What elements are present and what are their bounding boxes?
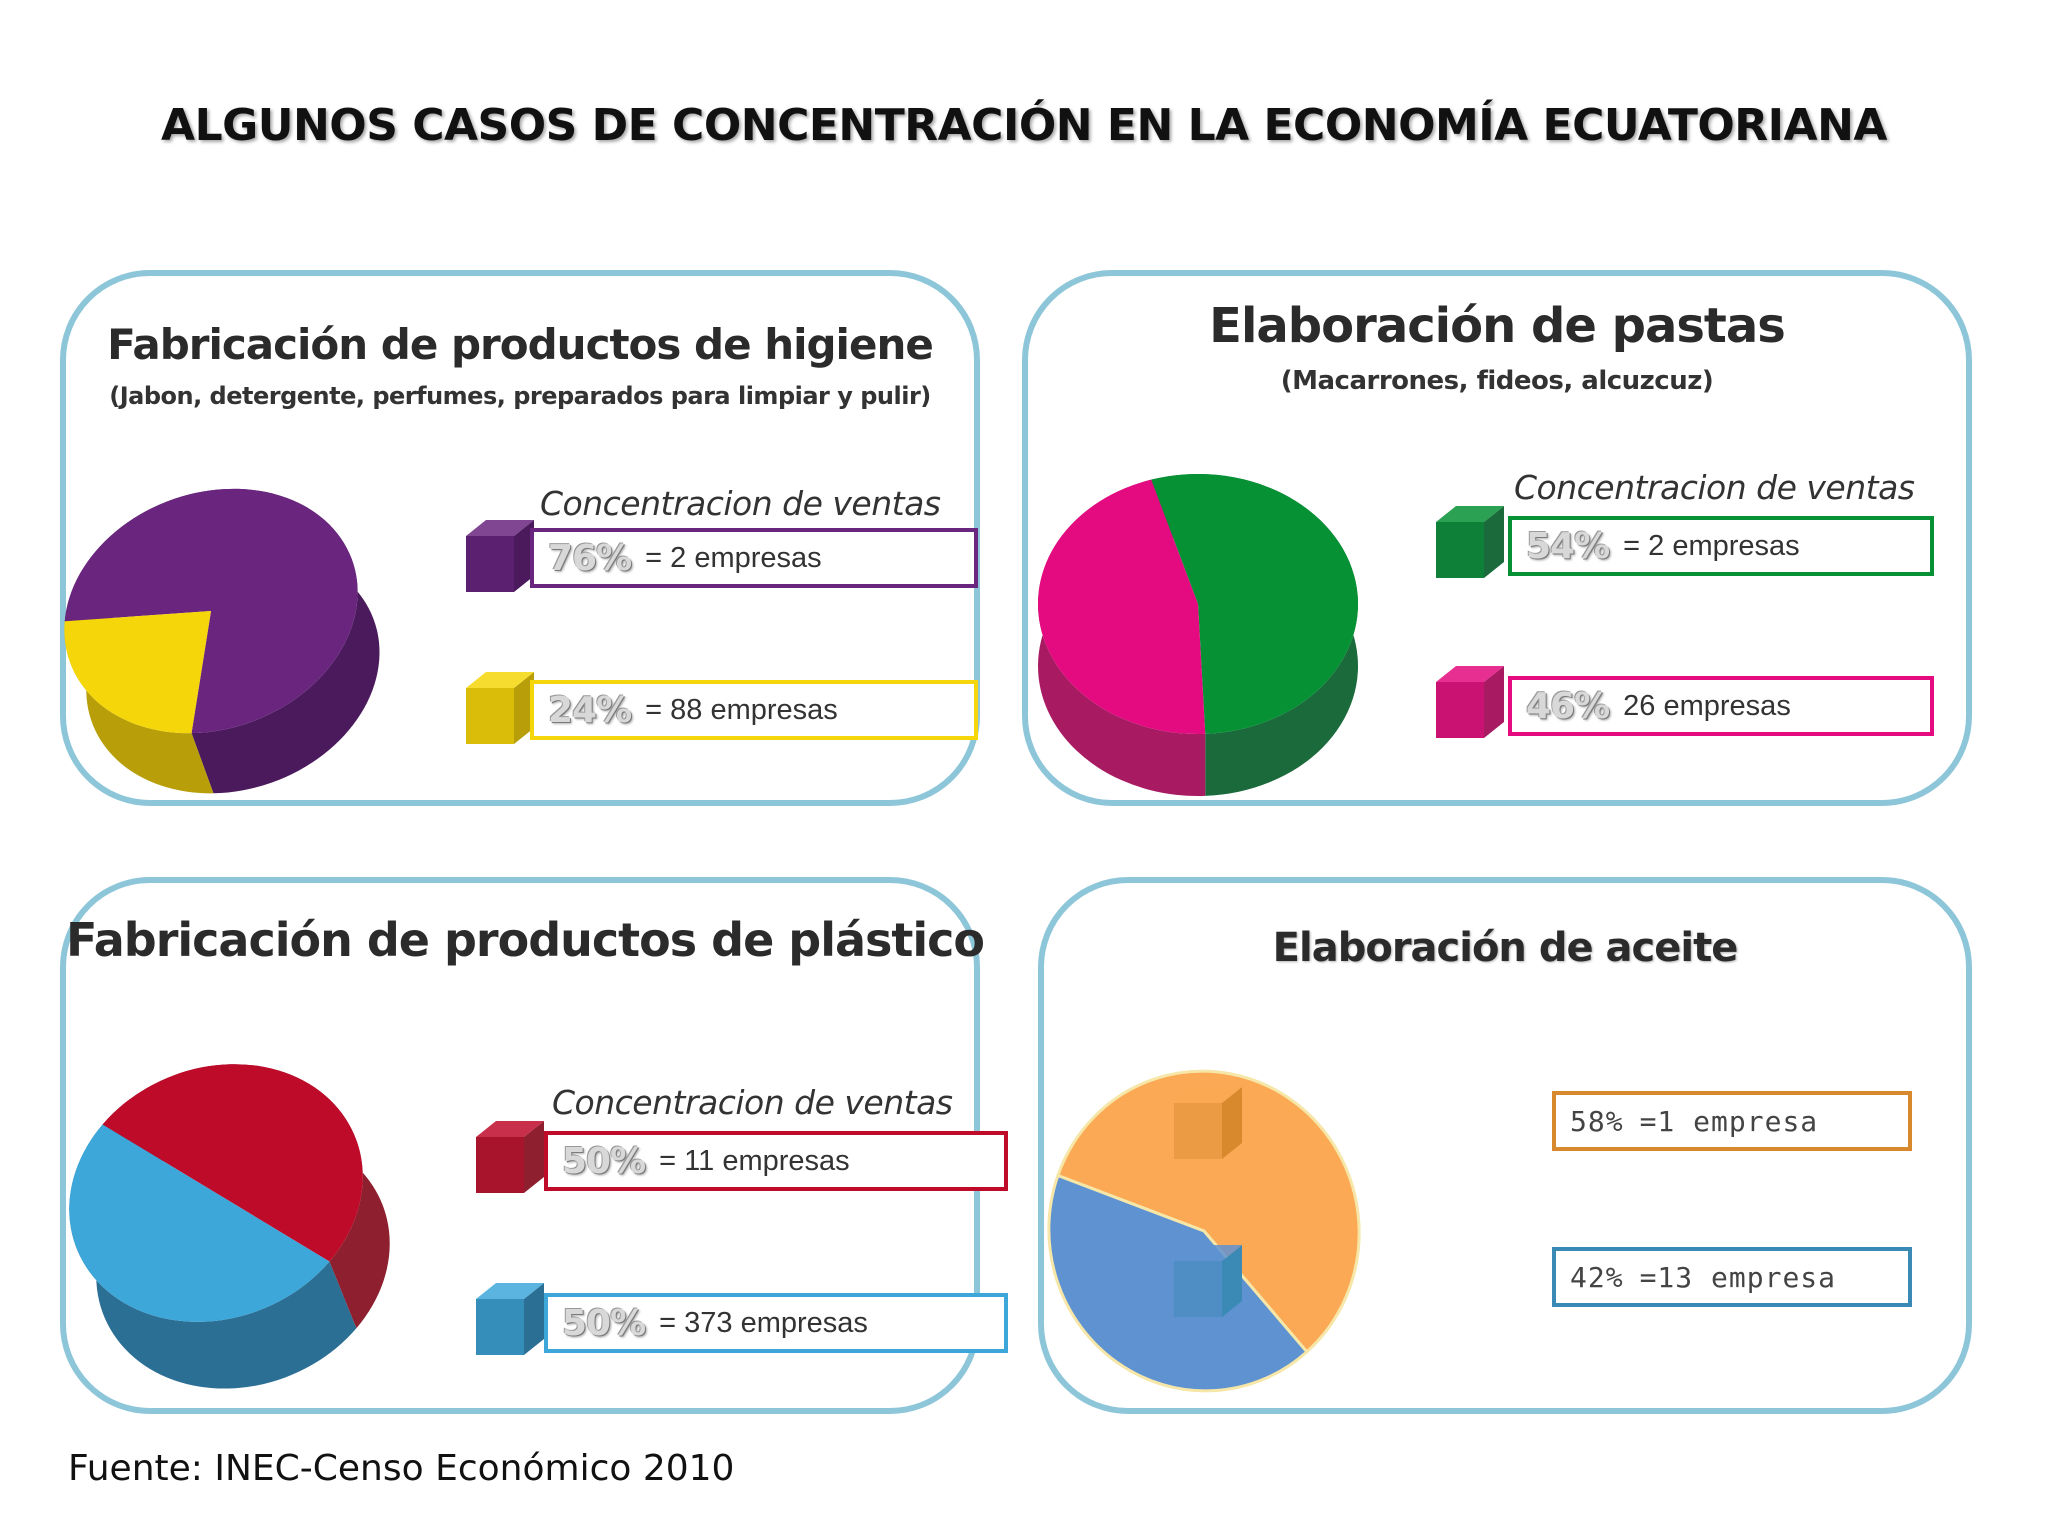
legend-box: 24% = 88 empresas xyxy=(530,680,978,740)
pie-slice xyxy=(1038,479,1206,734)
pie-slice xyxy=(1056,1069,1361,1354)
legend-percent: 54% xyxy=(1526,525,1610,567)
legend-title: Concentracion de ventas xyxy=(552,1083,953,1122)
pie-slice-side xyxy=(64,621,214,794)
legend-title: Concentracion de ventas xyxy=(540,484,941,523)
panel-title: Fabricación de productos de plástico xyxy=(66,913,985,967)
panel-title: Elaboración de pastas xyxy=(1209,298,1786,354)
panel-higiene: Fabricación de productos de higiene (Jab… xyxy=(60,270,980,806)
panel-plastico: Fabricación de productos de plástico Con… xyxy=(60,877,1008,1414)
legend-swatch-cube xyxy=(1436,506,1504,578)
legend-percent: 50% xyxy=(562,1140,646,1182)
legend-box: 58% =1 empresa xyxy=(1552,1091,1912,1151)
legend-box: 46% 26 empresas xyxy=(1508,676,1934,736)
legend-box: 50% = 11 empresas xyxy=(544,1131,1008,1191)
legend-box: 76% = 2 empresas xyxy=(530,528,978,588)
legend-box: 50% = 373 empresas xyxy=(544,1293,1008,1353)
legend-label: = 88 empresas xyxy=(645,693,838,726)
legend-percent: 76% xyxy=(548,537,632,579)
pie-slice xyxy=(69,1124,330,1322)
panel-subtitle: (Jabon, detergente, perfumes, preparados… xyxy=(109,382,931,410)
page-title: ALGUNOS CASOS DE CONCENTRACIÓN EN LA ECO… xyxy=(161,100,1887,151)
pie-slice-side xyxy=(69,1124,357,1389)
legend-title: Concentracion de ventas xyxy=(1514,468,1915,507)
legend-swatch-cube xyxy=(1174,1245,1242,1317)
panel-aceite: Elaboración de aceite 58% =1 empresa 42%… xyxy=(1038,877,1972,1414)
pie-slice xyxy=(1151,474,1358,734)
legend-box: 42% =13 empresa xyxy=(1552,1247,1912,1307)
pie-chart xyxy=(64,488,380,794)
legend-label: = 2 empresas xyxy=(645,541,822,574)
panel-pastas: Elaboración de pastas (Macarrones, fideo… xyxy=(1022,270,1972,806)
legend-percent: 42% xyxy=(1570,1260,1624,1294)
legend-box: 54% = 2 empresas xyxy=(1508,516,1934,576)
legend-swatch-cube xyxy=(1436,666,1504,738)
legend-percent: 50% xyxy=(562,1302,646,1344)
pie-slice xyxy=(64,488,358,734)
pie-slice xyxy=(64,611,211,734)
legend-swatch-cube xyxy=(1174,1087,1242,1159)
panel-subtitle: (Macarrones, fideos, alcuzcuz) xyxy=(1280,366,1714,396)
legend-label: = 373 empresas xyxy=(659,1306,868,1339)
pie-slice xyxy=(102,1064,363,1262)
panel-title: Elaboración de aceite xyxy=(1272,925,1739,971)
panel-title: Fabricación de productos de higiene xyxy=(107,320,934,369)
legend-label: = 2 empresas xyxy=(1623,529,1800,562)
pie-chart xyxy=(69,1064,390,1389)
legend-label: = 11 empresas xyxy=(659,1144,850,1177)
legend-label: 26 empresas xyxy=(1623,689,1791,722)
legend-percent: 24% xyxy=(548,689,632,731)
source-note: Fuente: INEC-Censo Económico 2010 xyxy=(68,1448,735,1489)
legend-percent: 58% xyxy=(1570,1104,1624,1138)
pie-chart xyxy=(1038,474,1358,796)
legend-swatch-cube xyxy=(476,1121,544,1193)
legend-label: =13 empresa xyxy=(1639,1260,1837,1294)
legend-label: =1 empresa xyxy=(1639,1104,1819,1138)
legend-swatch-cube xyxy=(476,1283,544,1355)
legend-swatch-cube xyxy=(466,520,534,592)
legend-percent: 46% xyxy=(1526,685,1610,727)
legend-swatch-cube xyxy=(466,672,534,744)
